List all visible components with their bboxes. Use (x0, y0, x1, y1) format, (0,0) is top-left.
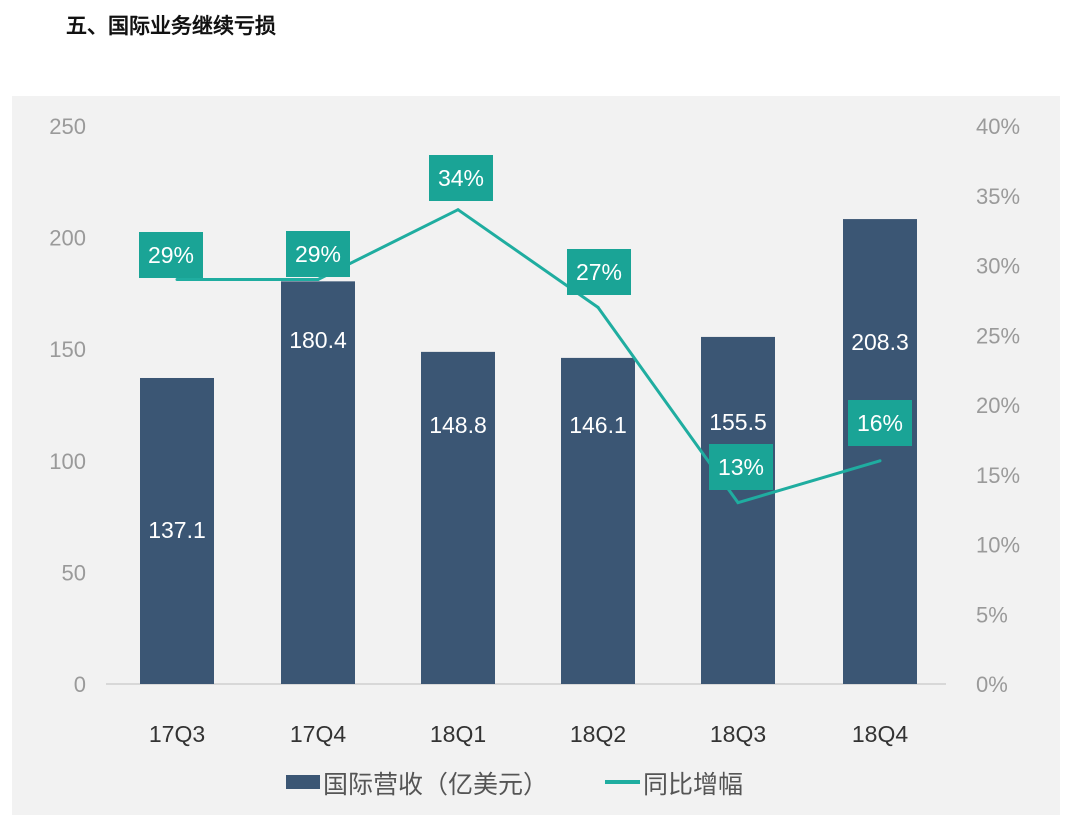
right-axis-tick: 5% (976, 602, 1008, 627)
left-axis-tick: 50 (62, 560, 86, 585)
growth-label-box (286, 231, 350, 277)
bar-17Q3 (140, 377, 214, 684)
bar-18Q1 (421, 351, 495, 684)
growth-label: 29% (295, 241, 341, 267)
x-axis-tick: 18Q1 (430, 721, 486, 747)
right-axis-tick: 35% (976, 184, 1020, 209)
growth-point (175, 277, 179, 281)
x-axis-tick: 17Q3 (149, 721, 205, 747)
right-axis-tick: 40% (976, 114, 1020, 139)
bar-17Q4 (281, 281, 355, 684)
growth-label: 34% (438, 165, 484, 191)
growth-label-box (567, 249, 631, 295)
legend-line-label: 同比增幅 (643, 770, 743, 799)
growth-label: 13% (718, 454, 764, 480)
bar-value-label: 146.1 (569, 412, 627, 438)
left-axis-tick: 250 (49, 114, 86, 139)
left-axis-tick: 200 (49, 226, 86, 251)
growth-point (316, 277, 320, 281)
left-axis-tick: 150 (49, 337, 86, 362)
bar-value-label: 180.4 (289, 327, 347, 353)
right-axis-tick: 25% (976, 323, 1020, 348)
x-axis-tick: 18Q3 (710, 721, 766, 747)
growth-point (456, 208, 460, 212)
growth-point (878, 459, 882, 463)
growth-label: 16% (857, 410, 903, 436)
growth-point (736, 501, 740, 505)
bar-18Q4 (843, 219, 917, 684)
legend-bar-label: 国际营收（亿美元） (323, 770, 548, 799)
right-axis-tick: 0% (976, 672, 1008, 697)
x-axis-tick: 17Q4 (290, 721, 346, 747)
bar-value-label: 137.1 (148, 517, 206, 543)
growth-label-box (848, 400, 912, 446)
right-axis-tick: 15% (976, 463, 1020, 488)
legend-bar-swatch (286, 775, 320, 789)
bar-value-label: 208.3 (851, 329, 909, 355)
bar-18Q2 (561, 357, 635, 684)
right-axis-tick: 10% (976, 533, 1020, 558)
growth-point (596, 305, 600, 309)
page-title: 五、国际业务继续亏损 (66, 14, 276, 38)
bar-value-label: 148.8 (429, 412, 487, 438)
left-axis-tick: 0 (74, 672, 86, 697)
left-axis-tick: 100 (49, 449, 86, 474)
growth-label-box (709, 444, 773, 490)
growth-label-box (429, 155, 493, 201)
right-axis-tick: 20% (976, 393, 1020, 418)
growth-label-box (139, 232, 203, 278)
growth-label: 29% (148, 242, 194, 268)
bar-18Q3 (701, 336, 775, 684)
x-axis-tick: 18Q4 (852, 721, 908, 747)
x-axis-tick: 18Q2 (570, 721, 626, 747)
right-axis-tick: 30% (976, 254, 1020, 279)
growth-line (177, 207, 881, 505)
bar-value-label: 155.5 (709, 409, 767, 435)
growth-label: 27% (576, 259, 622, 285)
